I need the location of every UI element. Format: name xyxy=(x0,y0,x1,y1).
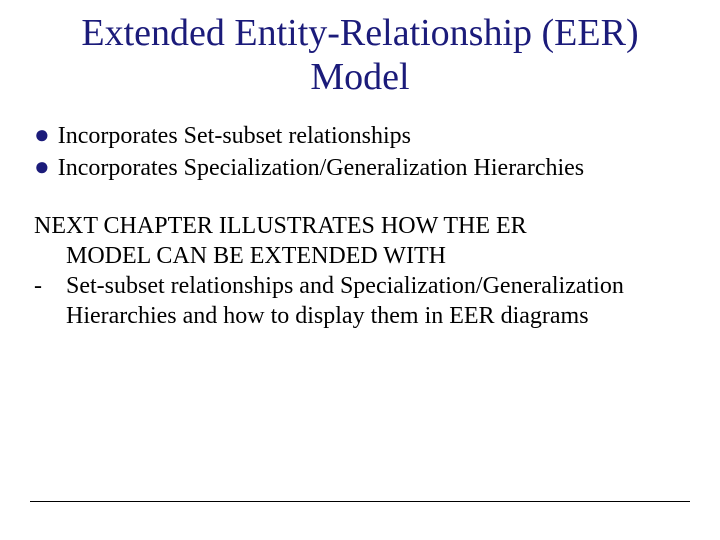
slide: Extended Entity-Relationship (EER) Model… xyxy=(0,0,720,540)
bullet-text: Incorporates Specialization/Generalizati… xyxy=(58,153,690,183)
dash-icon: - xyxy=(34,271,58,301)
bullet-icon: ● xyxy=(34,153,50,182)
bullet-text: Incorporates Set-subset relationships xyxy=(58,121,690,151)
body-heading-line1: NEXT CHAPTER ILLUSTRATES HOW THE ER xyxy=(34,213,527,239)
bullet-icon: ● xyxy=(34,121,50,150)
body-heading: NEXT CHAPTER ILLUSTRATES HOW THE ER MODE… xyxy=(34,211,690,271)
footer-divider xyxy=(30,501,690,502)
body-heading-line2: MODEL CAN BE EXTENDED WITH xyxy=(34,241,690,271)
body-sub-text: Set-subset relationships and Specializat… xyxy=(58,271,690,331)
body-sub: - Set-subset relationships and Specializ… xyxy=(34,271,690,331)
list-item: ● Incorporates Specialization/Generaliza… xyxy=(34,153,690,183)
slide-title: Extended Entity-Relationship (EER) Model xyxy=(30,12,690,99)
bullet-list: ● Incorporates Set-subset relationships … xyxy=(30,121,690,185)
list-item: ● Incorporates Set-subset relationships xyxy=(34,121,690,151)
body-block: NEXT CHAPTER ILLUSTRATES HOW THE ER MODE… xyxy=(30,211,690,331)
